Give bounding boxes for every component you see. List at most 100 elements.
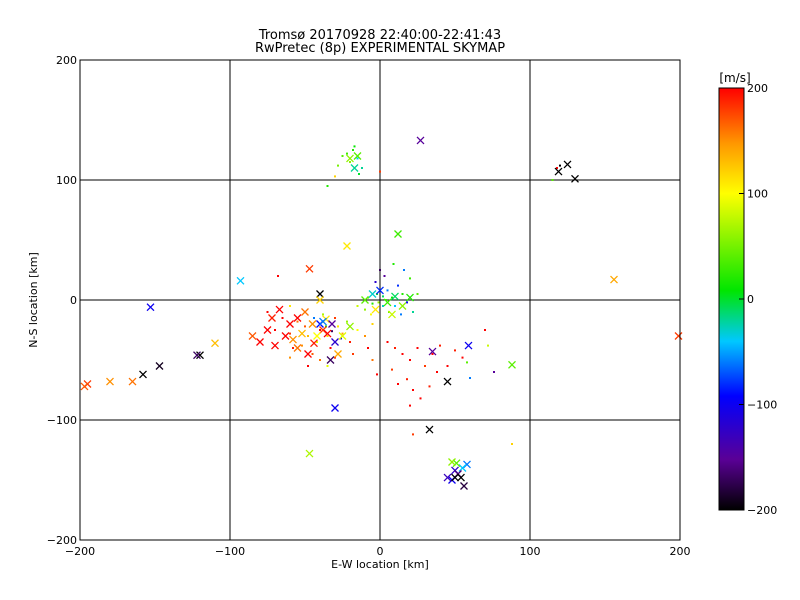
data-point-x <box>248 332 257 340</box>
data-point-dot <box>469 377 471 379</box>
data-point-x <box>211 339 219 348</box>
data-point-dot <box>409 277 411 280</box>
data-point-dot <box>400 313 402 316</box>
data-point-dot <box>466 361 468 364</box>
colorbar-tick-label: −100 <box>747 399 777 412</box>
data-point-dot <box>304 325 306 328</box>
data-point-x <box>443 473 452 482</box>
data-point-x <box>383 298 392 307</box>
data-point-dot <box>326 365 329 367</box>
data-point-dot <box>341 332 344 335</box>
data-point-dot <box>461 356 464 359</box>
data-point-dot <box>436 371 438 373</box>
data-point-x <box>368 290 377 298</box>
data-point-x <box>416 136 425 145</box>
data-point-x <box>281 332 290 340</box>
colorbar: [m/s] 200 100 0 −100 −200 <box>718 71 777 517</box>
data-point-x <box>452 459 461 468</box>
data-point-dot <box>419 397 422 400</box>
data-point-dot <box>379 170 381 173</box>
data-point-dot <box>412 433 414 436</box>
colorbar-ticks: 200 100 0 −100 −200 <box>739 82 777 517</box>
data-point-dot <box>352 353 354 355</box>
data-point-x <box>313 332 321 340</box>
data-point-dot <box>322 313 324 316</box>
data-point-dot <box>326 335 329 337</box>
data-point-dot <box>349 341 351 343</box>
data-point-x <box>371 305 380 314</box>
data-points <box>80 136 683 490</box>
data-point-dot <box>374 281 377 283</box>
y-tick-label: −100 <box>47 414 77 427</box>
data-point-x <box>236 276 245 285</box>
data-point-dot <box>493 371 495 373</box>
data-point-x <box>193 351 201 360</box>
data-point-dot <box>416 347 419 349</box>
data-point-x <box>388 310 396 319</box>
data-point-x <box>425 425 434 434</box>
data-point-dot <box>406 378 408 381</box>
data-point-dot <box>394 305 396 307</box>
data-point-x <box>457 473 465 482</box>
data-point-dot <box>319 329 321 331</box>
data-point-dot <box>337 164 339 167</box>
data-point-dot <box>412 311 414 313</box>
data-point-dot <box>371 359 374 361</box>
data-point-x <box>394 230 402 238</box>
y-tick-label: −200 <box>47 534 77 547</box>
data-point-x <box>361 296 369 304</box>
data-point-x <box>271 341 279 350</box>
data-point-x <box>308 320 317 328</box>
data-point-x <box>268 314 276 322</box>
data-point-dot <box>394 347 396 349</box>
data-point-dot <box>382 295 384 298</box>
data-point-dot <box>361 167 363 169</box>
data-point-x <box>334 350 342 358</box>
data-point-x <box>310 339 318 348</box>
y-axis-label: N-S location [km] <box>27 252 40 348</box>
data-point-dot <box>392 263 395 265</box>
data-point-dot <box>356 305 359 307</box>
y-tick-label: 200 <box>56 54 77 67</box>
data-point-x <box>448 458 456 466</box>
data-point-x <box>376 286 384 295</box>
data-point-x <box>319 317 327 326</box>
colorbar-tick-label: 200 <box>747 82 768 95</box>
data-point-dot <box>364 308 366 311</box>
data-point-x <box>338 332 347 340</box>
data-point-x <box>196 351 204 360</box>
data-point-x <box>80 382 89 391</box>
data-point-x <box>256 338 264 346</box>
data-point-dot <box>551 179 554 181</box>
colorbar-tick-label: 0 <box>747 293 754 306</box>
data-point-dot <box>301 344 303 347</box>
data-point-x <box>458 464 467 472</box>
data-point-dot <box>383 275 386 277</box>
data-point-dot <box>424 365 426 367</box>
data-point-x <box>350 164 359 172</box>
data-point-dot <box>409 404 411 407</box>
chart-title: Tromsø 20170928 22:40:00-22:41:43 <box>258 28 501 43</box>
data-point-x <box>398 302 407 310</box>
data-point-dot <box>307 365 309 367</box>
data-point-dot <box>334 175 336 178</box>
data-point-dot <box>289 305 291 307</box>
data-point-x <box>443 377 452 386</box>
y-tick-label: 0 <box>70 294 77 307</box>
data-point-dot <box>292 347 294 349</box>
data-point-x <box>293 344 302 352</box>
data-point-x <box>305 449 314 458</box>
x-tick-label: −100 <box>215 545 245 558</box>
data-point-dot <box>277 275 279 277</box>
data-point-dot <box>559 164 561 167</box>
data-point-x <box>674 332 683 340</box>
data-point-dot <box>329 347 332 349</box>
x-tick-label: 200 <box>670 545 691 558</box>
data-point-dot <box>487 344 489 347</box>
data-point-dot <box>266 311 269 313</box>
data-point-dot <box>416 293 419 295</box>
data-point-x <box>263 326 272 334</box>
data-point-dot <box>358 173 360 175</box>
colorbar-tick-label: −200 <box>747 504 777 517</box>
